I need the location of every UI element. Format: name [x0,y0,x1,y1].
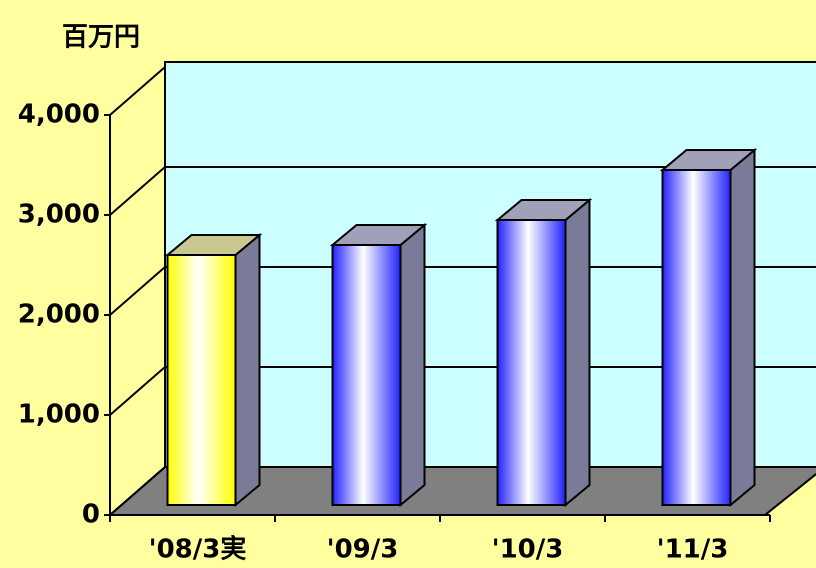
y-tick-label: 1,000 [18,400,100,430]
bar [331,244,402,506]
side-grid-line [109,466,166,516]
x-tick-label: '10/3 [492,535,564,565]
y-tick-label: 3,000 [18,200,100,230]
side-grid-line [109,66,166,116]
bar [661,169,732,506]
side-grid-line [109,366,166,416]
bar-side [234,232,261,508]
bar-side [729,147,756,508]
bar-side [399,222,426,508]
bar [166,254,237,506]
bar-side [564,197,591,508]
y-tick-label: 2,000 [18,300,100,330]
y-tick-label: 0 [82,500,100,530]
bar [496,219,567,506]
x-tick-label: '11/3 [657,535,729,565]
y-axis-unit: 百万円 [62,23,140,53]
x-tick-label: '09/3 [327,535,399,565]
y-tick-label: 4,000 [18,100,100,130]
x-tick-label: '08/3実 [149,534,247,565]
side-grid-line [109,166,166,216]
side-grid-line [109,266,166,316]
